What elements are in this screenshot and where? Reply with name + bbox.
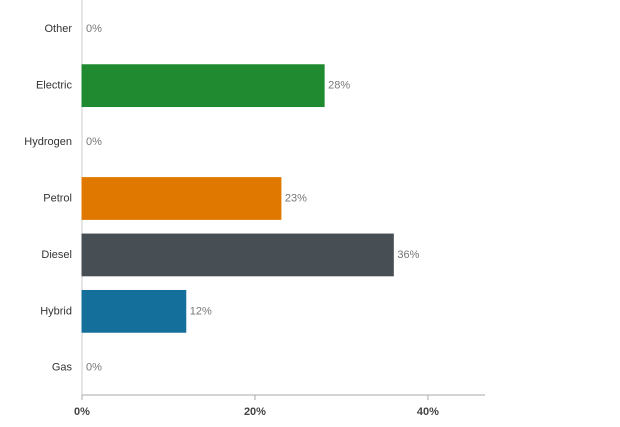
x-tick-label: 20% [244,406,266,418]
bar [81,289,187,333]
y-tick-label: Gas [52,362,73,374]
bar [81,177,282,220]
y-tick-label: Petrol [43,192,72,204]
y-tick-label: Electric [36,80,73,92]
value-label: 36% [397,249,419,261]
y-tick-label: Diesel [41,249,72,261]
value-label: 28% [328,80,350,92]
y-tick-label: Hydrogen [24,136,72,148]
bar [81,233,394,277]
value-label: 0% [86,136,102,148]
y-tick-label: Hybrid [40,305,72,317]
value-label: 12% [190,305,212,317]
y-tick-label: Other [44,23,72,35]
x-tick-label: 0% [74,406,90,418]
value-label: 0% [86,23,102,35]
value-label: 0% [86,362,102,374]
value-label: 23% [285,192,307,204]
bar [81,64,325,108]
x-tick-label: 40% [417,406,439,418]
